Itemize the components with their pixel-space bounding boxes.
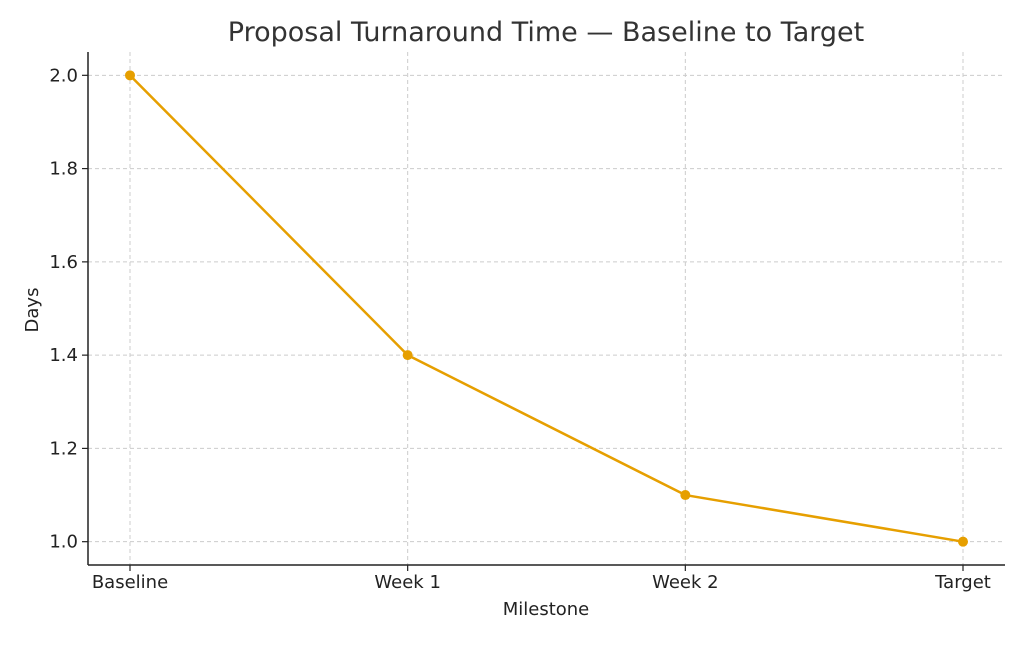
grid-layer (88, 52, 1005, 565)
data-point (125, 70, 135, 81)
x-tick-label: Baseline (92, 572, 168, 593)
axes-layer: Baseline Week 1 Week 2 Target 1.0 1.2 1.4 1.6 1.… (49, 52, 1005, 593)
y-axis-label: Days (22, 288, 43, 333)
y-tick-label: 1.2 (49, 438, 78, 459)
data-point (402, 350, 413, 361)
series-layer (125, 70, 968, 547)
data-point (958, 536, 968, 547)
x-tick-label: Week 1 (374, 572, 441, 593)
chart-title: Proposal Turnaround Time — Baseline to T… (228, 17, 864, 48)
x-axis-label: Milestone (503, 599, 590, 620)
y-tick-label: 1.8 (49, 159, 78, 180)
series-line (129, 74, 964, 543)
y-tick-label: 1.6 (49, 252, 78, 273)
y-tick-label: 2.0 (49, 65, 78, 86)
x-tick-label: Target (934, 572, 991, 593)
x-tick-label: Week 2 (652, 572, 719, 593)
y-tick-label: 1.4 (49, 345, 78, 366)
y-tick-label: 1.0 (49, 532, 78, 553)
data-point (680, 490, 691, 501)
